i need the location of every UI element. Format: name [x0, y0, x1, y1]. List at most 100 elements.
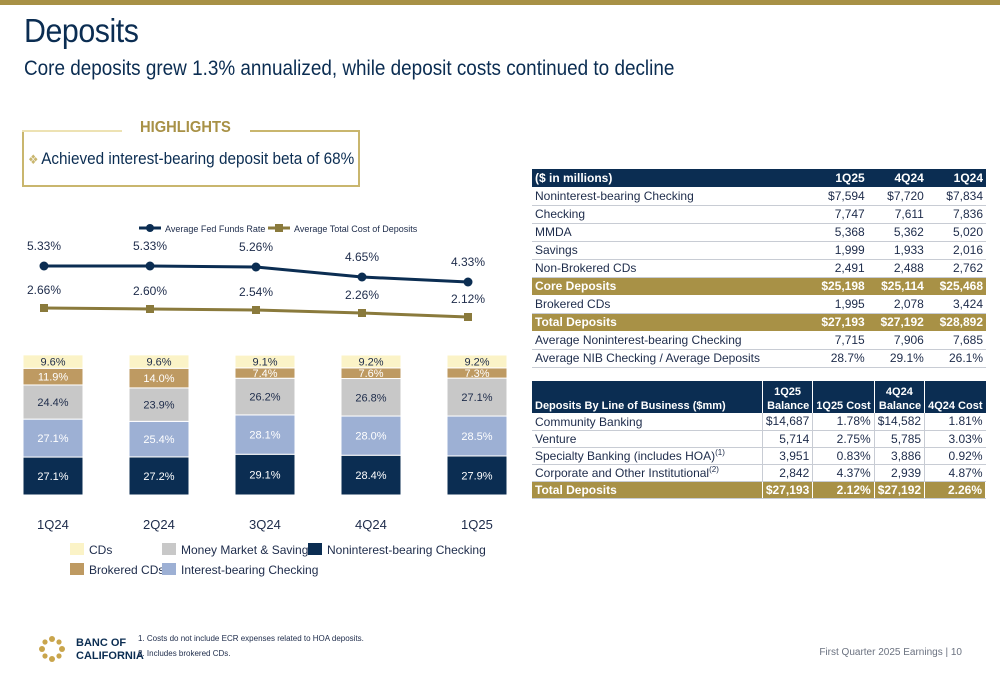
bar-data-label: 26.2% [249, 392, 280, 404]
row-label: Non-Brokered CDs [532, 259, 809, 278]
table-row: Brokered CDs 1,995 2,078 3,424 [532, 295, 986, 314]
page-title: Deposits [24, 12, 139, 49]
bar-data-label: 29.1% [249, 470, 280, 482]
bar-data-label: 11.9% [38, 372, 69, 384]
cell-value: 0.83% [812, 447, 875, 465]
bar-data-label: 14.0% [143, 373, 174, 385]
cell-value: 3,424 [926, 295, 986, 314]
bar-segment [446, 377, 508, 417]
bar-segment [22, 418, 84, 458]
cell-value: $25,468 [926, 277, 986, 296]
table-row: Noninterest-bearing Checking $7,594 $7,720… [532, 187, 986, 206]
table-row: Checking 7,747 7,611 7,836 [532, 205, 986, 224]
cell-value: 26.1% [926, 349, 986, 368]
table-row: Average NIB Checking / Average Deposits 2… [532, 349, 986, 368]
line-marker [252, 306, 260, 314]
legend-swatch [162, 563, 176, 575]
line-data-label: 5.26% [239, 240, 273, 254]
x-tick-label: 1Q24 [37, 517, 69, 532]
table-row: Core Deposits $25,198 $25,114 $25,468 [532, 277, 986, 296]
legend-label: CDs [89, 543, 112, 557]
row-label: Specialty Banking (includes HOA)(1) [532, 447, 763, 465]
bar-data-label: 27.1% [37, 471, 68, 483]
cell-value: 1.78% [812, 413, 875, 431]
table-row: Community Banking $14,687 1.78% $14,582 1.81… [532, 413, 986, 431]
bar-segment [128, 420, 190, 458]
page-footer: First Quarter 2025 Earnings | 10 [819, 647, 962, 658]
row-label: Community Banking [532, 413, 763, 431]
line-data-label: 5.33% [133, 239, 167, 253]
line-data-label: 2.66% [27, 283, 61, 297]
footnotes: 1. Costs do not include ECR expenses rel… [138, 631, 364, 661]
cell-value: $14,582 [874, 413, 926, 431]
line-data-label: 2.60% [133, 284, 167, 298]
deposits-table: ($ in millions) 1Q25 4Q24 1Q24 Nonintere… [532, 169, 986, 368]
logo-line1: BANC OF [76, 637, 127, 649]
cell-value: $27,193 [808, 313, 868, 332]
row-label-text: Total Deposits [535, 483, 617, 497]
cell-value: 2,016 [926, 241, 986, 260]
footnote: 1. Costs do not include ECR expenses rel… [138, 634, 364, 643]
row-label: Average Noninterest-bearing Checking [532, 331, 809, 350]
footnote-marker: (2) [709, 465, 719, 474]
highlights-box [22, 130, 360, 187]
table-row: Average Noninterest-bearing Checking 7,71… [532, 331, 986, 350]
highlights-item: ❖ Achieved interest-bearing deposit beta … [28, 149, 354, 169]
row-label: Noninterest-bearing Checking [532, 187, 809, 206]
bar-data-label: 24.4% [37, 397, 68, 409]
header-bottom: Balance [878, 400, 922, 412]
cell-value: 3.03% [924, 430, 986, 448]
cell-value: 5,785 [874, 430, 926, 448]
cell-value: 2,488 [867, 259, 927, 278]
legend-label: Noninterest-bearing Checking [327, 543, 486, 557]
cell-value: 2,491 [808, 259, 868, 278]
bar-segment [446, 415, 508, 457]
legend-label: Brokered CDs [89, 563, 164, 577]
row-label: Total Deposits [532, 481, 763, 499]
cell-value: 1,995 [808, 295, 868, 314]
row-label: Core Deposits [532, 277, 809, 296]
footer-label: First Quarter 2025 Earnings | [819, 647, 949, 658]
bar-data-label: 7.3% [464, 368, 489, 380]
line-marker [464, 313, 472, 321]
cell-value: 1.81% [924, 413, 986, 431]
bar-data-label: 9.6% [40, 357, 65, 369]
cell-value: 28.7% [808, 349, 868, 368]
footnote-marker: (1) [715, 448, 725, 457]
cell-value: 5,368 [808, 223, 868, 242]
cell-value: 2.75% [812, 430, 875, 448]
bar-segment [234, 453, 296, 496]
line-of-business-table: Deposits By Line of Business ($mm) 1Q25 B… [532, 381, 986, 499]
header-top: 1Q25 [774, 386, 802, 398]
legend-swatch [162, 543, 176, 555]
banc-of-california-logo-icon [39, 636, 65, 662]
cell-value: $7,720 [867, 187, 927, 206]
table-row: Total Deposits $27,193 2.12% $27,192 2.26% [532, 481, 986, 499]
cell-value: 1,999 [808, 241, 868, 260]
line-data-label: 4.65% [345, 250, 379, 264]
bar-segment [340, 378, 402, 417]
cell-value: 5,714 [762, 430, 814, 448]
cell-value: $25,198 [808, 277, 868, 296]
row-label: Savings [532, 241, 809, 260]
bar-segment [234, 354, 296, 369]
cell-value: 5,020 [926, 223, 986, 242]
highlights-title: HIGHLIGHTS [140, 119, 231, 136]
cell-value: 5,362 [867, 223, 927, 242]
cell-value: $27,193 [762, 481, 814, 499]
legend-marker [146, 224, 154, 232]
row-label-text: Specialty Banking (includes HOA) [535, 449, 716, 463]
cell-value: 7,906 [867, 331, 927, 350]
cell-value: 0.92% [924, 447, 986, 465]
row-label: Brokered CDs [532, 295, 809, 314]
page-subtitle: Core deposits grew 1.3% annualized, whil… [24, 57, 675, 80]
cell-value: 2.26% [924, 481, 986, 499]
bar-data-label: 7.6% [358, 368, 383, 380]
cell-value: 2,939 [874, 464, 926, 482]
line-data-label: 2.26% [345, 288, 379, 302]
deposit-mix-chart: 27.1% 27.1% 24.4% 11.9% 9.6% 1Q24 27.2% 25.4% 23… [22, 224, 508, 577]
bar-data-label: 9.1% [252, 357, 277, 369]
row-label: Venture [532, 430, 763, 448]
cell-value: 2,078 [867, 295, 927, 314]
bar-data-label: 28.5% [461, 431, 492, 443]
